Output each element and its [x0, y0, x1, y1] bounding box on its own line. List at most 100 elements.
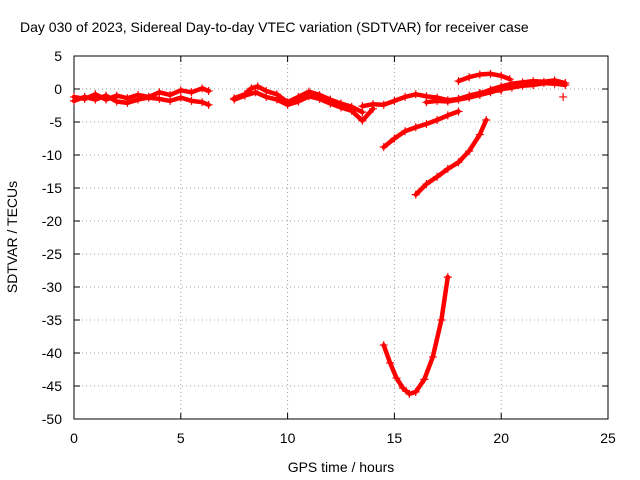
data-point	[198, 84, 207, 93]
y-tick-label: 0	[54, 81, 62, 97]
series-track	[71, 93, 211, 108]
data-point	[315, 94, 324, 103]
data-point	[304, 92, 313, 101]
data-point	[475, 130, 484, 139]
data-point	[155, 94, 164, 103]
x-tick-label: 5	[177, 430, 185, 446]
data-point	[559, 92, 568, 101]
series-arc-2	[70, 91, 213, 109]
x-tick-label: 0	[70, 430, 78, 446]
y-tick-label: -45	[42, 378, 62, 394]
data-point	[465, 73, 474, 82]
data-point	[539, 77, 548, 86]
y-tick-label: -40	[42, 345, 62, 361]
data-point	[411, 90, 420, 99]
data-point	[176, 86, 185, 95]
data-point	[390, 96, 399, 105]
data-point	[198, 98, 207, 107]
data-point	[401, 92, 410, 101]
series-track	[381, 109, 461, 150]
x-axis-label: GPS time / hours	[288, 459, 395, 475]
data-point	[204, 86, 213, 95]
grid-lines	[74, 56, 608, 419]
data-point	[204, 100, 213, 109]
data-point	[398, 383, 407, 392]
data-point	[401, 127, 410, 136]
data-point	[507, 79, 516, 88]
data-point	[392, 374, 401, 383]
data-point	[358, 116, 367, 125]
data-point	[369, 100, 378, 109]
data-point	[358, 102, 367, 111]
data-point	[433, 172, 442, 181]
data-point	[437, 316, 446, 324]
x-tick-label: 20	[493, 430, 509, 446]
data-point	[112, 97, 121, 106]
data-point	[262, 92, 271, 101]
data-point	[230, 95, 239, 104]
data-point	[454, 158, 463, 167]
data-point	[251, 88, 260, 97]
y-tick-label: 5	[54, 48, 62, 64]
data-point	[497, 71, 506, 80]
data-point	[70, 96, 78, 105]
data-point	[379, 100, 388, 109]
data-point	[482, 116, 491, 125]
series-arc-4	[230, 88, 378, 125]
series-track	[413, 117, 489, 197]
x-tick-label: 25	[600, 430, 616, 446]
data-point	[134, 95, 143, 104]
data-point	[411, 387, 420, 396]
data-point	[486, 69, 495, 78]
data-point	[454, 107, 463, 116]
series-arc-9	[379, 107, 463, 152]
data-point	[283, 100, 292, 109]
data-point	[253, 82, 262, 91]
data-point	[422, 98, 431, 107]
data-point	[411, 123, 420, 132]
plot-frame	[73, 55, 609, 420]
series-isolated	[559, 92, 568, 101]
data-series	[70, 69, 570, 398]
data-point	[422, 119, 431, 128]
data-point	[405, 389, 414, 398]
y-tick-labels: 5 0 -5 -10 -15 -20 -25 -30 -35 -40 -45 -50	[42, 48, 62, 427]
data-point	[443, 164, 452, 173]
data-point	[386, 358, 395, 367]
data-point	[123, 98, 132, 107]
data-point	[91, 95, 100, 104]
x-tick-label: 15	[387, 430, 403, 446]
y-tick-label: -10	[42, 147, 62, 163]
series-arc-11	[379, 273, 452, 398]
data-point	[411, 190, 420, 199]
series-arc-7	[475, 76, 570, 98]
data-point	[347, 106, 356, 115]
y-tick-label: -25	[42, 246, 62, 262]
series-track	[381, 274, 451, 397]
data-point	[428, 352, 437, 361]
data-point	[443, 273, 452, 282]
data-point	[379, 341, 388, 350]
y-tick-label: -15	[42, 180, 62, 196]
axis-ticks	[73, 55, 609, 420]
data-point	[529, 77, 538, 86]
data-point	[518, 78, 527, 87]
data-point	[144, 93, 153, 102]
data-point	[475, 70, 484, 79]
data-point	[102, 91, 111, 100]
data-point	[326, 99, 335, 108]
data-point	[379, 143, 388, 152]
data-point	[272, 95, 281, 104]
data-point	[337, 103, 345, 112]
y-tick-label: -5	[50, 114, 63, 130]
x-tick-labels: 0 5 10 15 20 25	[70, 430, 616, 446]
data-point	[247, 84, 256, 93]
data-point	[475, 89, 484, 98]
data-point	[166, 96, 175, 105]
data-point	[454, 77, 463, 86]
data-point	[465, 93, 474, 102]
data-point	[443, 97, 452, 106]
data-point	[294, 97, 303, 106]
series-arc-8	[454, 69, 514, 86]
